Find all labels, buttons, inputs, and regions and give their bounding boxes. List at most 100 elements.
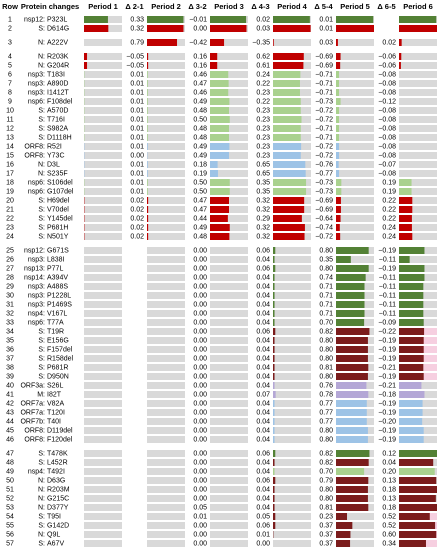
mutation: H69del — [47, 197, 70, 204]
mutation: A67V — [47, 540, 64, 547]
bar — [273, 170, 306, 177]
bar — [147, 233, 148, 240]
gene: nsp4: — [28, 468, 45, 475]
bar — [210, 98, 229, 105]
bar-track — [147, 206, 185, 213]
bar — [84, 53, 87, 60]
gene: ORF8: — [24, 143, 45, 150]
delta-value: 0.80 — [319, 247, 333, 254]
delta-value: 0.80 — [319, 486, 333, 493]
delta-value: 0.82 — [319, 459, 333, 466]
bar-track — [147, 98, 185, 105]
delta-value: 0.04 — [382, 459, 396, 466]
bar — [147, 89, 148, 96]
bar-track — [147, 459, 185, 466]
bar — [399, 373, 424, 380]
delta-value: −0.71 — [315, 89, 333, 96]
bar — [273, 450, 275, 457]
column-header: Protein changes — [21, 2, 79, 11]
bar — [336, 495, 368, 502]
bar — [147, 161, 148, 168]
bar — [273, 89, 300, 96]
row-number: 33 — [6, 319, 14, 326]
mutation: F157del — [47, 346, 73, 353]
row-number: 37 — [6, 355, 14, 362]
gene: ORF7a: — [20, 409, 45, 416]
bar — [399, 265, 424, 272]
delta-value: −0.71 — [315, 134, 333, 141]
bar-track — [336, 134, 374, 141]
row-number: 11 — [6, 116, 13, 123]
row-number: 49 — [6, 468, 14, 475]
column-header: Period 2 — [151, 2, 181, 11]
bar-track — [399, 170, 437, 177]
delta-value: 0.06 — [256, 328, 270, 335]
delta-value: −0.35 — [252, 39, 270, 46]
bar-track — [147, 152, 185, 159]
bar-track — [147, 256, 185, 263]
mutation: G142D — [47, 522, 69, 529]
bar-track — [399, 116, 437, 123]
delta-value: −0.08 — [378, 71, 396, 78]
delta-value: 0.00 — [193, 409, 207, 416]
delta-value: 0.23 — [256, 107, 270, 114]
gene: ORF8: — [24, 427, 45, 434]
delta-value: 0.02 — [130, 197, 144, 204]
row-number: 41 — [6, 391, 14, 398]
bar — [336, 224, 340, 231]
delta-value: −0.69 — [315, 62, 333, 69]
bar — [273, 134, 301, 141]
delta-value: 0.00 — [193, 531, 207, 538]
mutation: T120I — [47, 409, 65, 416]
gene: N: — [38, 39, 45, 46]
bar — [336, 346, 368, 353]
bar-track — [84, 125, 122, 132]
bar-track — [147, 89, 185, 96]
mutation: D3L — [47, 161, 60, 168]
delta-value: −0.08 — [378, 170, 396, 177]
bar — [399, 197, 412, 204]
bar-track — [399, 80, 437, 87]
bar — [210, 161, 218, 168]
bar-track — [147, 274, 185, 281]
row-number: 44 — [6, 418, 14, 425]
row-number: 17 — [6, 170, 14, 177]
bar — [336, 391, 368, 398]
gene: ORF7a: — [20, 400, 45, 407]
bar-track — [84, 531, 122, 538]
bar — [336, 188, 341, 195]
bar-track — [147, 418, 185, 425]
bar — [399, 215, 412, 222]
delta-value: 0.24 — [382, 224, 396, 231]
bar — [336, 283, 365, 290]
delta-value: 0.48 — [193, 125, 207, 132]
delta-value: −0.19 — [378, 373, 396, 380]
delta-value: 0.00 — [193, 328, 207, 335]
bar — [273, 400, 275, 407]
delta-value: 0.70 — [319, 319, 333, 326]
bar — [336, 319, 364, 326]
mutation: T19R — [47, 328, 64, 335]
bar — [210, 71, 228, 78]
bar-track — [84, 188, 122, 195]
bar-track — [273, 283, 311, 290]
delta-value: 0.00 — [193, 495, 207, 502]
row-number: 57 — [6, 540, 14, 547]
delta-value: 0.04 — [256, 310, 270, 317]
mutation: S106del — [47, 179, 73, 186]
delta-value: 0.02 — [130, 224, 144, 231]
delta-value: 0.79 — [319, 477, 333, 484]
delta-value: −0.01 — [189, 16, 207, 23]
bar-track — [210, 477, 248, 484]
bar-track — [147, 400, 185, 407]
delta-value: 0.52 — [382, 513, 396, 520]
bar — [336, 310, 365, 317]
bar — [273, 319, 275, 326]
bar-track — [84, 346, 122, 353]
row-number: 28 — [6, 274, 14, 281]
delta-value: 0.22 — [256, 98, 270, 105]
bar-track — [84, 364, 122, 371]
bar — [273, 522, 275, 529]
mutation: P77L — [47, 265, 63, 272]
mutation: A890D — [47, 80, 68, 87]
